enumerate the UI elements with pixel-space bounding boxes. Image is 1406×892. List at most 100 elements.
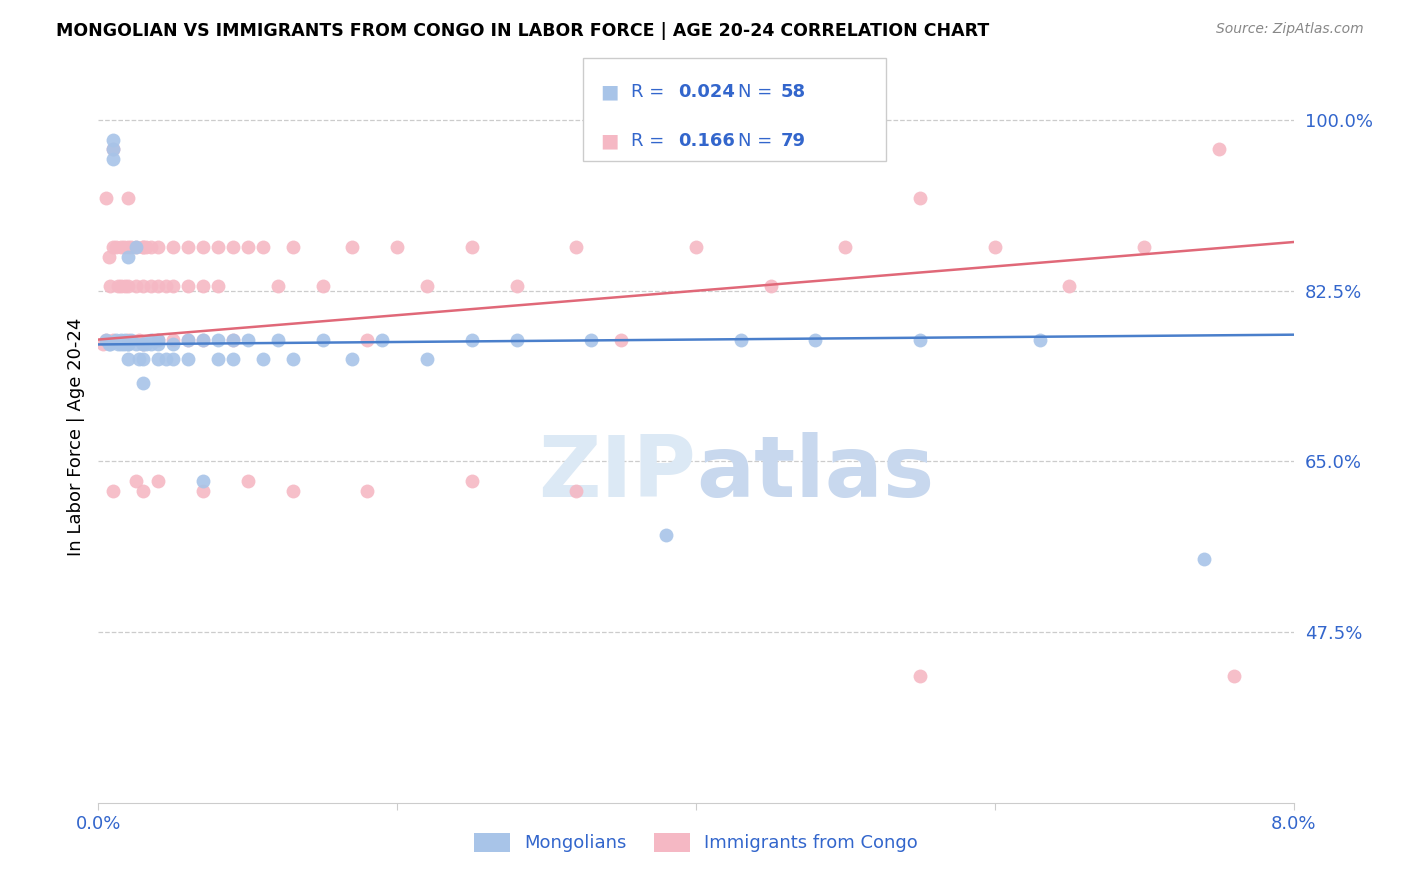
Point	[148, 279, 170, 293]
Point	[267, 279, 290, 293]
Point	[139, 279, 162, 293]
Point	[105, 333, 128, 347]
Point	[132, 240, 155, 254]
Point	[125, 337, 148, 351]
Point	[132, 240, 155, 254]
Point	[110, 240, 132, 254]
Point	[132, 337, 155, 351]
Point	[610, 333, 633, 347]
Point	[155, 352, 177, 367]
Point	[385, 240, 409, 254]
Point	[132, 352, 155, 367]
Point	[177, 240, 200, 254]
Point	[461, 474, 484, 488]
Point	[103, 333, 125, 347]
Point	[311, 333, 333, 347]
Point	[207, 352, 229, 367]
Point	[730, 333, 752, 347]
Point	[148, 240, 170, 254]
Point	[191, 474, 214, 488]
Point	[162, 333, 184, 347]
Point	[117, 337, 139, 351]
Point	[110, 337, 132, 351]
Point	[117, 279, 139, 293]
Point	[125, 279, 148, 293]
Point	[103, 133, 125, 147]
Text: 58: 58	[780, 83, 806, 101]
Point	[191, 333, 214, 347]
Point	[191, 279, 214, 293]
Point	[135, 240, 157, 254]
Point	[281, 240, 304, 254]
Point	[416, 352, 439, 367]
Point	[135, 337, 157, 351]
Point	[103, 240, 125, 254]
Point	[117, 240, 139, 254]
Point	[1059, 279, 1081, 293]
Point	[236, 333, 259, 347]
Point	[581, 333, 603, 347]
Point	[416, 279, 439, 293]
Point	[103, 142, 125, 156]
Point	[222, 352, 245, 367]
Point	[148, 337, 170, 351]
Point	[117, 250, 139, 264]
Text: atlas: atlas	[696, 432, 934, 516]
Point	[148, 333, 170, 347]
Point	[125, 240, 148, 254]
Point	[371, 333, 394, 347]
Point	[236, 240, 259, 254]
Point	[98, 279, 122, 293]
Point	[114, 279, 136, 293]
Point	[311, 279, 333, 293]
Point	[125, 474, 148, 488]
Point	[759, 279, 782, 293]
Text: MONGOLIAN VS IMMIGRANTS FROM CONGO IN LABOR FORCE | AGE 20-24 CORRELATION CHART: MONGOLIAN VS IMMIGRANTS FROM CONGO IN LA…	[56, 22, 990, 40]
Point	[506, 333, 529, 347]
Point	[103, 152, 125, 166]
Text: 0.024: 0.024	[678, 83, 734, 101]
Point	[342, 240, 364, 254]
Point	[834, 240, 856, 254]
Point	[98, 337, 122, 351]
Legend: Mongolians, Immigrants from Congo: Mongolians, Immigrants from Congo	[467, 826, 925, 860]
Point	[155, 279, 177, 293]
Point	[1192, 552, 1215, 566]
Point	[177, 352, 200, 367]
Point	[91, 337, 114, 351]
Point	[117, 191, 139, 205]
Point	[908, 669, 931, 683]
Point	[207, 279, 229, 293]
Point	[132, 376, 155, 391]
Point	[356, 483, 378, 498]
Point	[125, 240, 148, 254]
Point	[342, 352, 364, 367]
Point	[120, 240, 142, 254]
Text: Source: ZipAtlas.com: Source: ZipAtlas.com	[1216, 22, 1364, 37]
Point	[177, 333, 200, 347]
Point	[565, 483, 588, 498]
Point	[565, 240, 588, 254]
Point	[148, 333, 170, 347]
Point	[94, 333, 117, 347]
Point	[148, 474, 170, 488]
Point	[281, 483, 304, 498]
Point	[356, 333, 378, 347]
Point	[207, 240, 229, 254]
Point	[97, 250, 120, 264]
Point	[117, 333, 139, 347]
Point	[107, 337, 129, 351]
Point	[162, 352, 184, 367]
Point	[281, 352, 304, 367]
Text: ■: ■	[600, 131, 619, 151]
Point	[252, 352, 274, 367]
Point	[112, 240, 135, 254]
Point	[685, 240, 707, 254]
Point	[207, 333, 229, 347]
Point	[162, 337, 184, 351]
Point	[132, 337, 155, 351]
Point	[1028, 333, 1050, 347]
Point	[117, 337, 139, 351]
Text: ■: ■	[600, 82, 619, 102]
Point	[162, 240, 184, 254]
